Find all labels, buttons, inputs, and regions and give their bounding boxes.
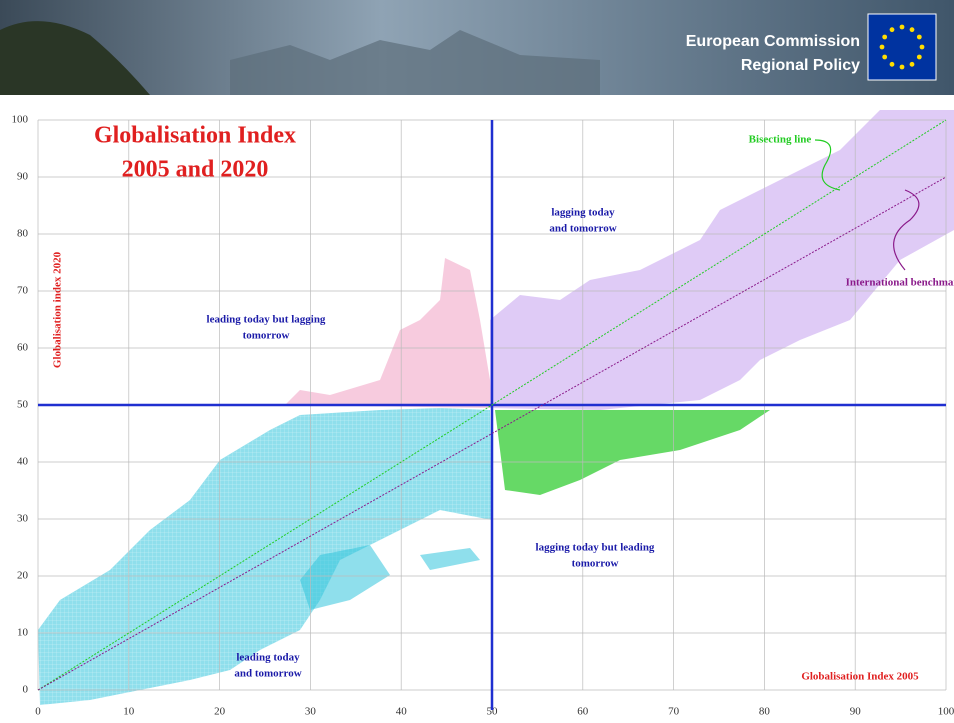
x-tick-label: 30 xyxy=(305,706,317,718)
cloud-cyan xyxy=(300,545,480,610)
y-tick-label: 50 xyxy=(17,399,29,411)
quadrant-label: tomorrow xyxy=(572,558,619,570)
y-tick-label: 60 xyxy=(17,342,29,354)
flag-star xyxy=(882,35,887,40)
x-tick-label: 0 xyxy=(35,706,41,718)
y-tick-label: 80 xyxy=(17,228,29,240)
flag-star xyxy=(917,35,922,40)
x-tick-label: 20 xyxy=(214,706,226,718)
y-axis-label: Globalisation index 2020 xyxy=(52,251,64,368)
y-tick-label: 100 xyxy=(12,114,29,126)
region-clouds xyxy=(38,110,954,705)
chart-title: Globalisation Index xyxy=(94,123,296,149)
x-tick-label: 60 xyxy=(577,706,589,718)
x-tick-label: 70 xyxy=(668,706,680,718)
flag-star xyxy=(900,65,905,70)
quadrant-label: leading today xyxy=(236,652,300,664)
flag-star xyxy=(910,62,915,67)
cloud-green xyxy=(495,410,770,495)
quadrant-label: lagging today but leading xyxy=(536,542,655,554)
header: European Commission Regional Policy xyxy=(0,0,954,95)
y-tick-label: 10 xyxy=(17,627,29,639)
flag-star xyxy=(890,62,895,67)
x-tick-label: 10 xyxy=(123,706,135,718)
quadrant-label: tomorrow xyxy=(243,330,290,342)
eu-flag xyxy=(868,14,936,80)
x-tick-label: 40 xyxy=(396,706,408,718)
quadrant-label: and tomorrow xyxy=(234,668,301,680)
series-annotation: International benchmark xyxy=(846,277,954,289)
flag-star xyxy=(882,55,887,60)
quadrant-label: lagging today xyxy=(551,207,615,219)
y-tick-label: 30 xyxy=(17,513,29,525)
cloud-pink xyxy=(285,258,492,408)
header-line: European Commission xyxy=(686,33,860,50)
flag-star xyxy=(880,45,885,50)
header-line: Regional Policy xyxy=(741,57,860,74)
cloud-purple xyxy=(490,110,954,410)
y-tick-label: 40 xyxy=(17,456,29,468)
flag-star xyxy=(910,27,915,32)
y-tick-label: 90 xyxy=(17,171,29,183)
x-tick-label: 100 xyxy=(938,706,954,718)
series-annotation: Bisecting line xyxy=(749,134,812,146)
y-tick-label: 70 xyxy=(17,285,29,297)
slide: European Commission Regional Policy 0 10 2… xyxy=(0,0,954,723)
flag-star xyxy=(900,25,905,30)
quadrant-label: and tomorrow xyxy=(549,223,616,235)
y-tick-label: 0 xyxy=(23,684,29,696)
flag-star xyxy=(917,55,922,60)
quadrant-label: leading today but lagging xyxy=(207,314,326,326)
flag-star xyxy=(890,27,895,32)
flag-star xyxy=(920,45,925,50)
x-tick-label: 90 xyxy=(850,706,862,718)
x-tick-label: 80 xyxy=(759,706,771,718)
chart-title: 2005 and 2020 xyxy=(122,157,269,183)
x-axis-label: Globalisation Index 2005 xyxy=(801,671,919,683)
y-tick-label: 20 xyxy=(17,570,29,582)
